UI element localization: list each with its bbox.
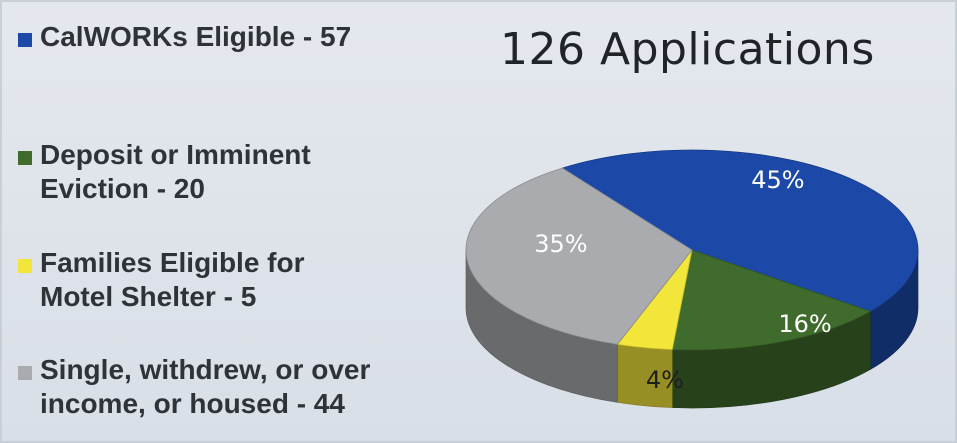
legend-item-motel-shelter: Families Eligible for Motel Shelter - 5	[18, 246, 305, 314]
pie-percent-label: 16%	[778, 310, 831, 338]
pie-slice-3	[465, 167, 693, 345]
legend-label: Deposit or Imminent Eviction - 20	[40, 139, 311, 204]
legend-swatch	[18, 33, 32, 47]
legend-item-single-withdrew: Single, withdrew, or over income, or hou…	[18, 353, 370, 421]
pie-slice-1	[671, 249, 872, 351]
pie-percent-label: 45%	[751, 166, 804, 194]
legend-swatch	[18, 366, 32, 380]
legend-label: Families Eligible for Motel Shelter - 5	[40, 247, 305, 312]
legend-item-calworks: CalWORKs Eligible - 57	[18, 20, 351, 54]
legend-label: Single, withdrew, or over income, or hou…	[40, 354, 371, 419]
legend-label: CalWORKs Eligible - 57	[40, 21, 352, 52]
pie-slice-0	[561, 149, 919, 312]
pie-percent-label: 4%	[646, 366, 684, 394]
pie-percent-label: 35%	[534, 230, 587, 258]
chart-title: 126 Applications	[500, 24, 875, 75]
legend-swatch	[18, 259, 32, 273]
legend-item-deposit-eviction: Deposit or Imminent Eviction - 20	[18, 138, 311, 206]
legend-swatch	[18, 151, 32, 165]
